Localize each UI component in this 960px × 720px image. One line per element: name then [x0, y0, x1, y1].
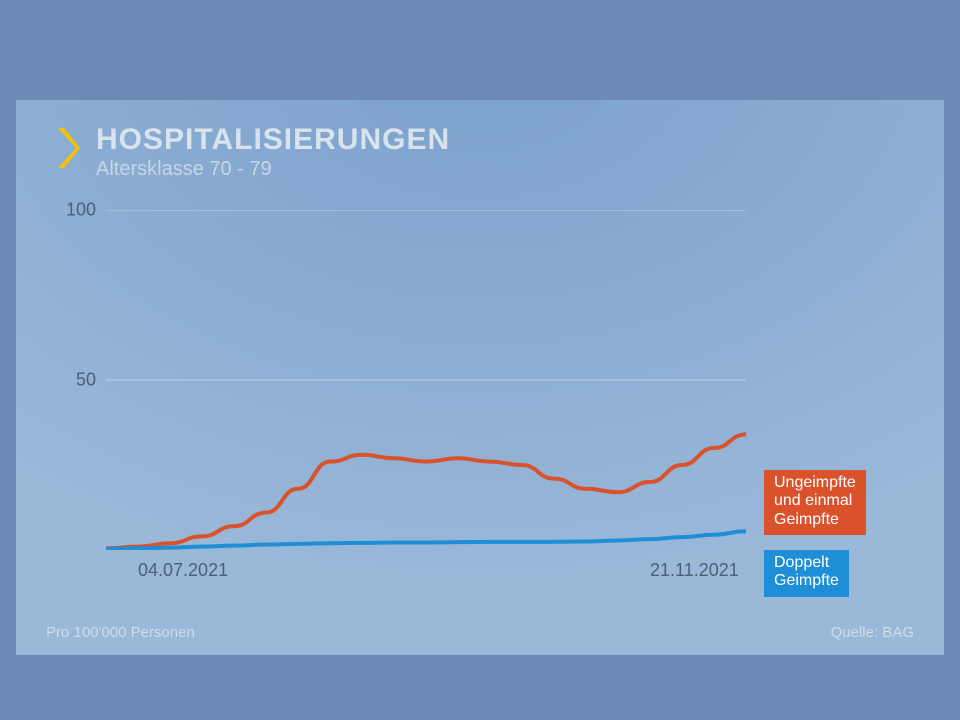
series-label-doppelt: Doppelt Geimpfte: [764, 550, 849, 597]
series-line-ungeimpfte: [106, 434, 746, 548]
x-axis-tick-label: 04.07.2021: [138, 560, 228, 581]
chart-area: 5010004.07.202121.11.2021Ungeimpfte und …: [106, 210, 746, 550]
series-line-doppelt: [106, 531, 746, 549]
outer-frame: HOSPITALISIERUNGEN Altersklasse 70 - 79 …: [0, 0, 960, 720]
chart-subtitle: Altersklasse 70 - 79: [96, 158, 450, 181]
header: HOSPITALISIERUNGEN Altersklasse 70 - 79: [56, 124, 450, 181]
chart-title: HOSPITALISIERUNGEN: [96, 124, 450, 156]
chevron-icon: [56, 126, 80, 170]
chart-panel: HOSPITALISIERUNGEN Altersklasse 70 - 79 …: [16, 100, 944, 655]
y-axis-tick-label: 100: [56, 200, 96, 221]
y-axis-tick-label: 50: [56, 370, 96, 391]
footer-note-right: Quelle: BAG: [831, 624, 914, 641]
x-axis-tick-label: 21.11.2021: [650, 560, 739, 581]
chart-svg: [106, 210, 746, 550]
series-label-ungeimpfte: Ungeimpfte und einmal Geimpfte: [764, 470, 866, 535]
title-block: HOSPITALISIERUNGEN Altersklasse 70 - 79: [96, 124, 450, 181]
footer-note-left: Pro 100'000 Personen: [46, 624, 195, 641]
